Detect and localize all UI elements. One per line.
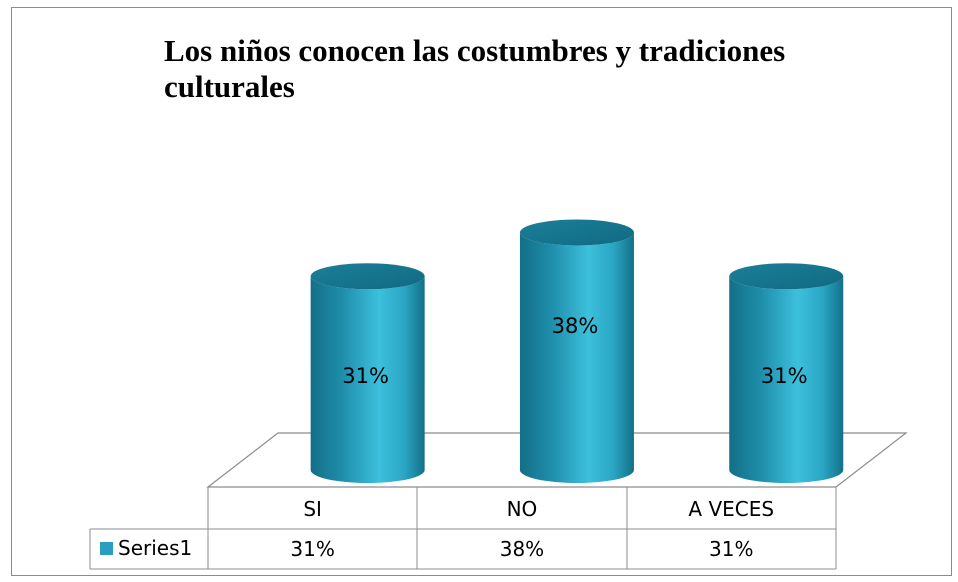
bar-2: 38%: [519, 219, 634, 483]
bar-1: 31%: [310, 263, 425, 483]
data-label: 31%: [342, 364, 389, 388]
table-cell-value: 31%: [709, 537, 753, 561]
bar-body: [729, 276, 844, 483]
x-tick-label: NO: [507, 497, 538, 521]
data-label: 38%: [552, 314, 599, 338]
bar-top: [729, 263, 844, 290]
bar-3: 31%: [729, 263, 844, 483]
bar-top: [519, 219, 634, 246]
table-cell-value: 31%: [290, 537, 334, 561]
legend-series-name: Series1: [118, 536, 192, 560]
bar-body: [310, 276, 425, 483]
data-label: 31%: [761, 364, 808, 388]
bar-body: [519, 232, 634, 483]
legend-key: [100, 542, 113, 555]
table-cell-value: 38%: [500, 537, 544, 561]
x-tick-label: A VECES: [688, 497, 774, 521]
bars-layer: 31% 38% 31%: [310, 219, 844, 483]
data-table: Series1 SI 31% NO 38% A VECES 31%: [89, 487, 837, 570]
bar-top: [310, 263, 425, 290]
x-tick-label: SI: [303, 497, 322, 521]
chart-title: Los niños conocen las costumbres y tradi…: [164, 33, 786, 104]
